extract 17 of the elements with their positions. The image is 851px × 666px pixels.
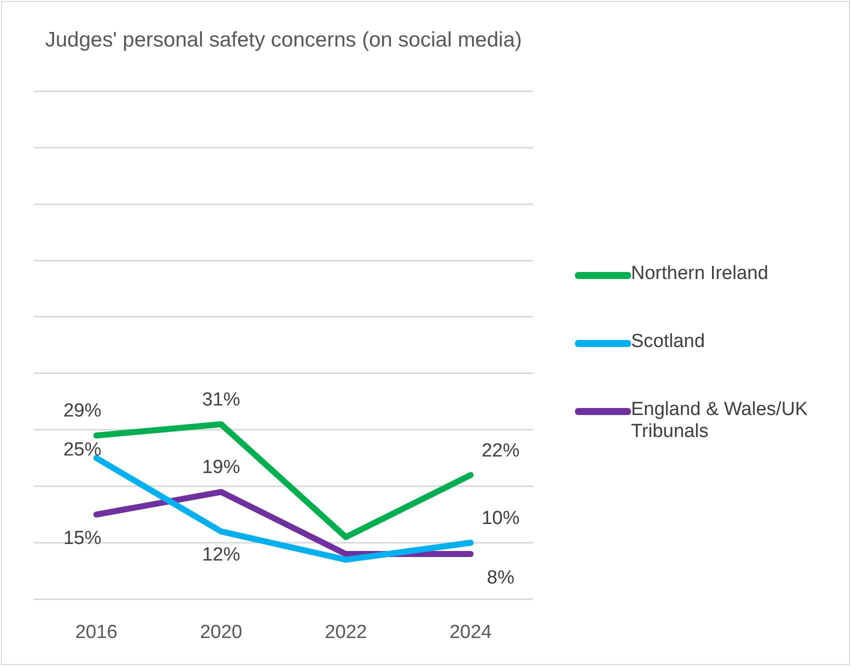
data-label: 8% <box>486 567 514 588</box>
data-label: 31% <box>202 389 240 410</box>
x-tick-label: 2020 <box>200 622 242 643</box>
legend-label: Scotland <box>631 331 705 353</box>
x-tick-label: 2022 <box>324 622 368 643</box>
data-label: 15% <box>63 528 102 549</box>
chart-title: Judges' personal safety concerns (on social media) <box>45 28 522 52</box>
data-label: 29% <box>63 400 102 422</box>
legend-label: Northern Ireland <box>631 263 768 285</box>
data-label: 12% <box>202 544 240 566</box>
data-label: 10% <box>482 508 520 529</box>
x-tick-label: 2016 <box>75 622 118 643</box>
x-tick-label: 2024 <box>449 622 492 643</box>
data-label: 25% <box>63 439 102 460</box>
data-label: 19% <box>202 457 240 478</box>
data-label: 22% <box>482 440 520 462</box>
legend-label: England & Wales/UK Tribunals <box>631 399 809 443</box>
